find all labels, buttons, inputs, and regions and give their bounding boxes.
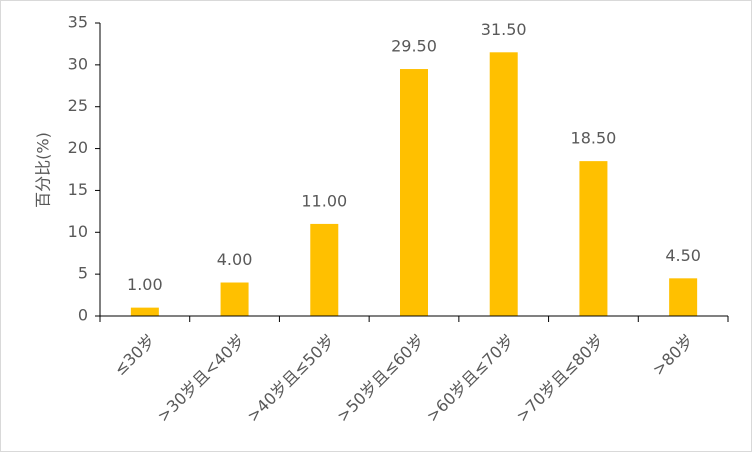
value-label: 4.50 — [665, 246, 701, 265]
value-label: 18.50 — [571, 129, 617, 148]
y-axis-label: 百分比(%) — [34, 132, 53, 208]
bar — [310, 223, 339, 316]
value-label: 29.50 — [391, 37, 437, 56]
bar — [669, 278, 698, 316]
y-tick-label: 25 — [68, 96, 88, 115]
y-tick-label: 15 — [68, 180, 88, 199]
bar — [489, 52, 518, 317]
bar — [400, 69, 428, 317]
value-label: 31.50 — [481, 20, 527, 39]
value-label: 1.00 — [127, 275, 163, 294]
y-tick-label: 10 — [68, 222, 88, 241]
y-tick-label: 35 — [68, 13, 88, 32]
y-tick-label: 30 — [68, 54, 88, 73]
bar — [130, 307, 159, 316]
bar — [220, 282, 249, 316]
value-label: 11.00 — [301, 191, 347, 210]
y-tick-label: 20 — [68, 138, 88, 157]
bar — [579, 161, 608, 316]
y-tick-label: 0 — [78, 306, 88, 325]
y-tick-label: 5 — [78, 264, 88, 283]
value-label: 4.00 — [217, 250, 253, 269]
